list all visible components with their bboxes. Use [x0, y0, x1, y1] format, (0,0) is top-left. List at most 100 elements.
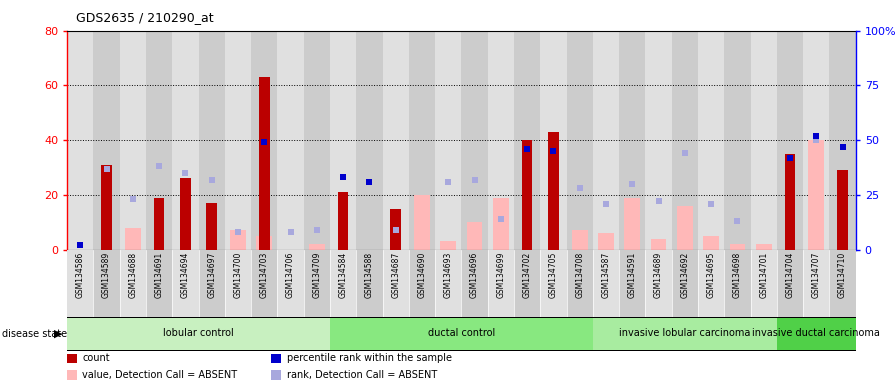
Bar — [93, 31, 120, 250]
Bar — [172, 31, 199, 250]
Bar — [271, 371, 281, 380]
Bar — [120, 250, 146, 317]
Bar — [67, 354, 77, 363]
Text: GSM134697: GSM134697 — [207, 252, 216, 298]
Bar — [830, 250, 856, 317]
Text: GSM134588: GSM134588 — [365, 252, 374, 298]
Bar — [803, 31, 830, 250]
Text: GSM134703: GSM134703 — [260, 252, 269, 298]
Bar — [391, 209, 401, 250]
Text: percentile rank within the sample: percentile rank within the sample — [287, 353, 452, 363]
Text: GSM134687: GSM134687 — [392, 252, 401, 298]
Bar — [357, 31, 383, 250]
Bar — [566, 31, 593, 250]
Text: GSM134695: GSM134695 — [707, 252, 716, 298]
Bar — [330, 250, 357, 317]
Bar — [777, 250, 803, 317]
Bar — [251, 250, 278, 317]
Bar — [698, 31, 724, 250]
Bar — [698, 250, 724, 317]
Bar — [837, 170, 848, 250]
Text: GSM134699: GSM134699 — [496, 252, 505, 298]
Text: GSM134694: GSM134694 — [181, 252, 190, 298]
Bar — [593, 250, 619, 317]
Bar — [777, 318, 856, 350]
Text: ▶: ▶ — [54, 329, 62, 339]
Text: GDS2635 / 210290_at: GDS2635 / 210290_at — [76, 12, 214, 25]
Text: GSM134692: GSM134692 — [680, 252, 689, 298]
Bar — [172, 250, 199, 317]
Bar — [461, 31, 487, 250]
Bar — [729, 244, 745, 250]
Bar — [93, 250, 120, 317]
Bar — [383, 250, 409, 317]
Bar — [330, 31, 357, 250]
Text: GSM134696: GSM134696 — [470, 252, 479, 298]
Bar — [199, 250, 225, 317]
Text: invasive ductal carcinoma: invasive ductal carcinoma — [753, 328, 880, 338]
Bar — [338, 192, 349, 250]
Bar — [180, 179, 191, 250]
Bar — [724, 250, 751, 317]
Text: count: count — [82, 353, 110, 363]
Text: GSM134704: GSM134704 — [786, 252, 795, 298]
Bar — [278, 31, 304, 250]
Bar — [830, 31, 856, 250]
Bar — [146, 31, 172, 250]
Bar — [461, 250, 487, 317]
Bar — [493, 198, 509, 250]
Bar — [278, 250, 304, 317]
Text: GSM134698: GSM134698 — [733, 252, 742, 298]
Bar — [593, 31, 619, 250]
Text: rank, Detection Call = ABSENT: rank, Detection Call = ABSENT — [287, 370, 436, 380]
Bar — [487, 250, 514, 317]
Bar — [487, 31, 514, 250]
Text: lobular control: lobular control — [163, 328, 234, 338]
Text: ductal control: ductal control — [427, 328, 495, 338]
Bar — [540, 250, 566, 317]
Text: GSM134689: GSM134689 — [654, 252, 663, 298]
Bar — [271, 354, 281, 363]
Bar — [256, 236, 272, 250]
Bar — [206, 203, 217, 250]
Bar — [777, 31, 803, 250]
Bar — [251, 31, 278, 250]
Bar — [514, 250, 540, 317]
Bar — [703, 236, 719, 250]
Bar — [67, 371, 77, 380]
Bar — [441, 242, 456, 250]
Text: GSM134587: GSM134587 — [601, 252, 610, 298]
Bar — [724, 31, 751, 250]
Bar — [304, 31, 330, 250]
Text: GSM134700: GSM134700 — [234, 252, 243, 298]
Text: GSM134584: GSM134584 — [339, 252, 348, 298]
Bar — [808, 140, 824, 250]
Bar — [67, 318, 330, 350]
Bar — [672, 250, 698, 317]
Bar — [566, 250, 593, 317]
Text: GSM134706: GSM134706 — [286, 252, 295, 298]
Bar — [645, 250, 672, 317]
Bar — [199, 31, 225, 250]
Bar — [409, 250, 435, 317]
Bar — [672, 31, 698, 250]
Bar — [304, 250, 330, 317]
Bar — [225, 250, 251, 317]
Bar — [540, 31, 566, 250]
Bar — [414, 195, 430, 250]
Bar — [409, 31, 435, 250]
Text: value, Detection Call = ABSENT: value, Detection Call = ABSENT — [82, 370, 237, 380]
Bar — [645, 31, 672, 250]
Bar — [521, 140, 532, 250]
Text: GSM134707: GSM134707 — [812, 252, 821, 298]
Bar — [435, 250, 461, 317]
Bar — [435, 31, 461, 250]
Text: GSM134591: GSM134591 — [628, 252, 637, 298]
Bar — [756, 244, 771, 250]
Bar — [357, 250, 383, 317]
Text: GSM134708: GSM134708 — [575, 252, 584, 298]
Text: GSM134690: GSM134690 — [418, 252, 426, 298]
Bar — [572, 230, 588, 250]
Bar — [383, 31, 409, 250]
Bar — [467, 222, 482, 250]
